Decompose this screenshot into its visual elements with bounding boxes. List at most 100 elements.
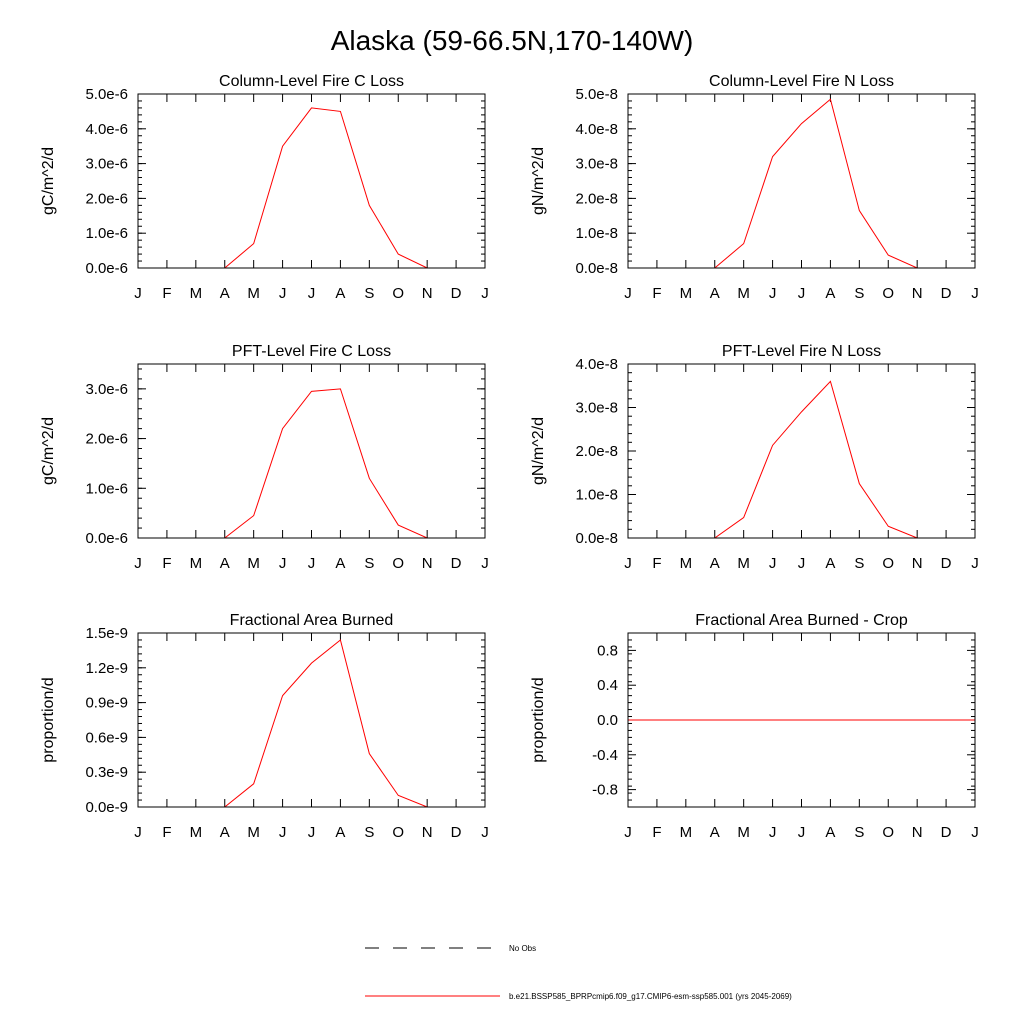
x-tick-label: D [941,555,952,572]
x-tick-label: J [481,285,489,302]
legend: No Obs b.e21.BSSP585_BPRPcmip6.f09_g17.C… [365,944,792,1001]
panel-title: PFT-Level Fire N Loss [722,343,881,360]
x-tick-label: J [971,555,979,572]
plot-frame [137,363,486,539]
x-tick-label: A [220,285,230,302]
y-tick-label: 0.3e-9 [85,764,128,781]
x-tick-label: J [279,285,287,302]
y-tick-label: 0.0e-8 [575,260,618,277]
x-tick-label: A [335,824,345,841]
x-tick-label: A [335,555,345,572]
y-tick-label: 2.0e-8 [575,443,618,460]
x-tick-label: J [624,555,632,572]
x-tick-label: J [308,824,316,841]
x-tick-label: A [710,555,720,572]
y-tick-label: 5.0e-8 [575,86,618,103]
x-tick-label: D [451,555,462,572]
y-tick-label: 4.0e-8 [575,356,618,373]
y-tick-label: 1.2e-9 [85,660,128,677]
x-tick-label: A [825,285,835,302]
y-tick-label: 1.5e-9 [85,625,128,642]
y-tick-label: 4.0e-6 [85,121,128,138]
panel-title: Fractional Area Burned [230,612,394,629]
x-tick-label: J [308,285,316,302]
x-tick-label: J [481,555,489,572]
x-tick-label: J [798,824,806,841]
y-axis-label: gC/m^2/d [40,417,57,485]
legend-label-no-obs: No Obs [509,944,536,953]
y-tick-label: 5.0e-6 [85,86,128,103]
y-tick-label: 0.0e-8 [575,530,618,547]
x-tick-label: O [392,285,404,302]
x-tick-label: M [247,555,260,572]
x-tick-label: O [882,285,894,302]
x-tick-label: J [481,824,489,841]
x-tick-label: S [854,824,864,841]
panel-title: Column-Level Fire N Loss [709,73,894,90]
x-tick-label: M [680,824,693,841]
x-tick-label: A [825,555,835,572]
x-tick-label: O [392,824,404,841]
x-tick-label: D [451,824,462,841]
y-axis-label: gC/m^2/d [40,147,57,215]
x-tick-label: S [364,555,374,572]
series-line [628,98,975,269]
x-tick-label: M [247,824,260,841]
y-tick-label: 0.8 [597,642,618,659]
x-tick-label: A [710,824,720,841]
x-tick-label: J [279,555,287,572]
x-tick-label: J [624,824,632,841]
y-axis-label: gN/m^2/d [530,147,547,215]
y-axis-label: proportion/d [530,677,547,762]
x-tick-label: J [308,555,316,572]
plot-frame [137,632,486,808]
x-tick-label: M [190,824,203,841]
series-line [138,107,485,269]
x-tick-label: A [220,824,230,841]
x-tick-label: M [737,824,750,841]
chart-panel: Fractional Area Burned - Crop proportion/… [530,612,979,841]
panel-title: PFT-Level Fire C Loss [232,343,391,360]
x-tick-label: J [624,285,632,302]
x-tick-label: M [190,555,203,572]
series-line [138,639,485,808]
y-tick-label: -0.8 [592,782,618,799]
x-tick-label: A [335,285,345,302]
x-tick-label: S [854,285,864,302]
y-axis-label: proportion/d [40,677,57,762]
x-tick-label: A [220,555,230,572]
y-tick-label: -0.4 [592,747,618,764]
x-tick-label: M [737,555,750,572]
x-tick-label: M [247,285,260,302]
y-tick-label: 3.0e-6 [85,156,128,173]
x-tick-label: S [364,285,374,302]
x-tick-label: D [941,285,952,302]
x-tick-label: N [422,285,433,302]
y-tick-label: 2.0e-6 [85,190,128,207]
y-tick-label: 3.0e-8 [575,400,618,417]
x-tick-label: F [652,824,661,841]
x-tick-label: N [912,824,923,841]
plot-frame [627,363,976,539]
y-tick-label: 2.0e-8 [575,190,618,207]
x-tick-label: A [825,824,835,841]
y-tick-label: 3.0e-8 [575,156,618,173]
x-tick-label: M [737,285,750,302]
y-tick-label: 2.0e-6 [85,431,128,448]
series-line [138,388,485,539]
plot-frame [137,93,486,269]
panel-title: Fractional Area Burned - Crop [695,612,908,629]
figure-title: Alaska (59-66.5N,170-140W) [331,25,694,56]
x-tick-label: A [710,285,720,302]
y-axis-label: gN/m^2/d [530,417,547,485]
series-line [628,380,975,539]
x-tick-label: D [451,285,462,302]
x-tick-label: J [769,824,777,841]
x-tick-label: O [392,555,404,572]
